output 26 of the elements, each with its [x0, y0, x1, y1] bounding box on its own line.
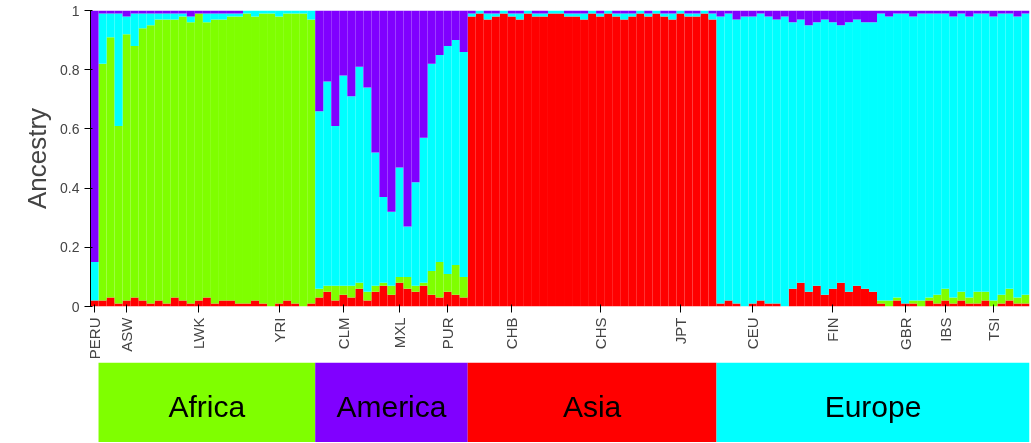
- x-tick-label: ASW: [118, 316, 136, 352]
- y-axis-title: Ancestry: [22, 107, 53, 210]
- text: Africa: [168, 390, 246, 423]
- x-tick-label: JPT: [671, 317, 689, 345]
- x-tick-label: YRI: [270, 317, 288, 343]
- y-tick-label: 1: [71, 2, 80, 19]
- x-tick-label: PUR: [439, 317, 457, 350]
- x-tick-label: PERU: [86, 317, 104, 360]
- x-tick-label: CEU: [744, 317, 762, 350]
- y-tick-label: 0: [71, 298, 80, 315]
- y-tick-label: 0.6: [60, 120, 80, 137]
- y-tick-label: 0.8: [60, 61, 80, 78]
- x-tick-label: GBR: [896, 317, 914, 350]
- text: Asia: [562, 390, 622, 423]
- y-tick-label: 0.2: [60, 239, 80, 256]
- x-tick-label: CHS: [591, 317, 609, 350]
- text: America: [336, 390, 447, 423]
- x-tick-label: IBS: [936, 317, 954, 342]
- x-tick-label: LWK: [190, 317, 208, 349]
- x-tick-label: CLM: [334, 317, 352, 350]
- text: Europe: [824, 390, 922, 423]
- x-tick-label: MXL: [390, 317, 408, 349]
- x-tick-label: TSI: [984, 317, 1002, 341]
- y-tick-label: 0.4: [60, 180, 80, 197]
- x-tick-label: CHB: [503, 317, 521, 350]
- x-tick-label: FIN: [824, 317, 842, 342]
